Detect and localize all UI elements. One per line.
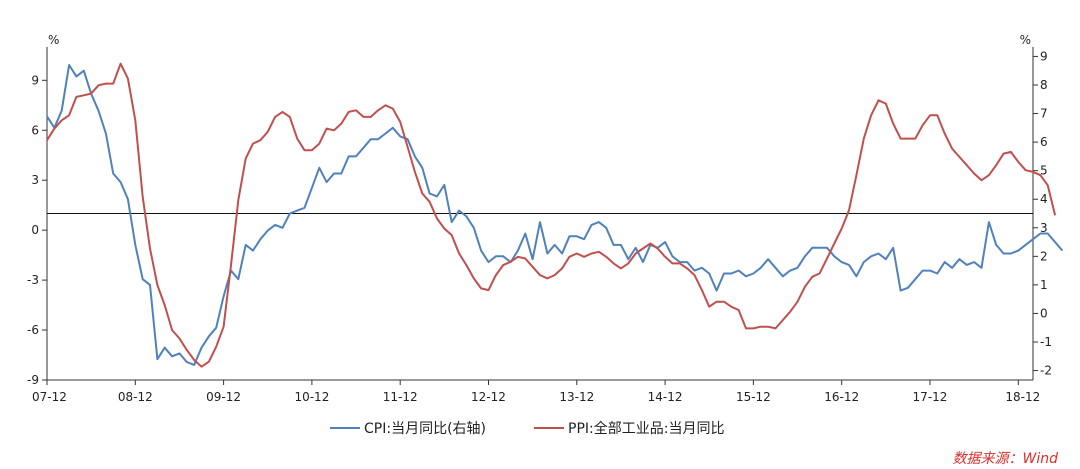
right-tick-label: 2 xyxy=(1040,249,1048,263)
legend-label-cpi: CPI:当月同比(右轴) xyxy=(364,421,486,437)
x-tick-label: 18-12 xyxy=(1005,390,1040,404)
legend-item-cpi: CPI:当月同比(右轴) xyxy=(330,418,486,438)
x-tick-label: 16-12 xyxy=(824,390,859,404)
right-tick-label: 1 xyxy=(1040,278,1048,292)
right-tick-label: 7 xyxy=(1040,107,1048,121)
x-tick-label: 17-12 xyxy=(913,390,948,404)
left-axis-unit: % xyxy=(48,33,59,47)
right-tick-label: 4 xyxy=(1040,192,1048,206)
x-tick-label: 10-12 xyxy=(294,390,329,404)
series-line-ppi xyxy=(46,62,1057,368)
left-tick-label: -9 xyxy=(27,373,39,387)
line-chart: -9 -6 -3 0 3 6 9 -2 -1 0 1 2 3 4 5 6 7 8 9 07-12 08-12 09-1… xyxy=(27,33,1064,404)
right-tick-label: -1 xyxy=(1040,335,1052,349)
x-tick-label: 15-12 xyxy=(736,390,771,404)
legend-swatch-cpi xyxy=(330,427,360,429)
chart-frame xyxy=(46,47,1034,381)
data-source-note: 数据来源：Wind xyxy=(952,451,1059,467)
right-tick-label: 9 xyxy=(1040,49,1048,63)
series-line-cpi xyxy=(46,64,1064,366)
right-tick-label: 5 xyxy=(1040,164,1048,178)
x-tick-label: 11-12 xyxy=(383,390,418,404)
legend-item-ppi: PPI:全部工业品:当月同比 xyxy=(534,418,724,438)
left-tick-label: 9 xyxy=(31,73,39,87)
right-axis: -2 -1 0 1 2 3 4 5 6 7 8 9 xyxy=(1033,49,1052,378)
legend-swatch-ppi xyxy=(534,427,564,429)
right-axis-unit: % xyxy=(1020,33,1031,47)
left-tick-label: 6 xyxy=(31,123,39,137)
x-tick-label: 09-12 xyxy=(206,390,241,404)
right-tick-label: 6 xyxy=(1040,135,1048,149)
x-tick-label: 13-12 xyxy=(559,390,594,404)
x-tick-label: 12-12 xyxy=(471,390,506,404)
right-tick-label: 3 xyxy=(1040,221,1048,235)
left-axis: -9 -6 -3 0 3 6 9 xyxy=(27,73,47,387)
left-tick-label: 3 xyxy=(31,173,39,187)
left-tick-label: 0 xyxy=(31,223,39,237)
series-layer xyxy=(46,62,1064,368)
legend-label-ppi: PPI:全部工业品:当月同比 xyxy=(568,421,725,437)
legend: CPI:当月同比(右轴) PPI:全部工业品:当月同比 xyxy=(330,418,724,438)
right-tick-label: 8 xyxy=(1040,78,1048,92)
x-axis: 07-12 08-12 09-12 10-12 11-12 12-12 13-12 14-12… xyxy=(32,380,1040,404)
x-tick-label: 14-12 xyxy=(648,390,683,404)
right-tick-label: 0 xyxy=(1040,306,1048,320)
left-tick-label: -3 xyxy=(27,273,39,287)
left-tick-label: -6 xyxy=(27,323,39,337)
x-tick-label: 07-12 xyxy=(32,390,67,404)
right-tick-label: -2 xyxy=(1040,364,1052,378)
x-tick-label: 08-12 xyxy=(118,390,153,404)
